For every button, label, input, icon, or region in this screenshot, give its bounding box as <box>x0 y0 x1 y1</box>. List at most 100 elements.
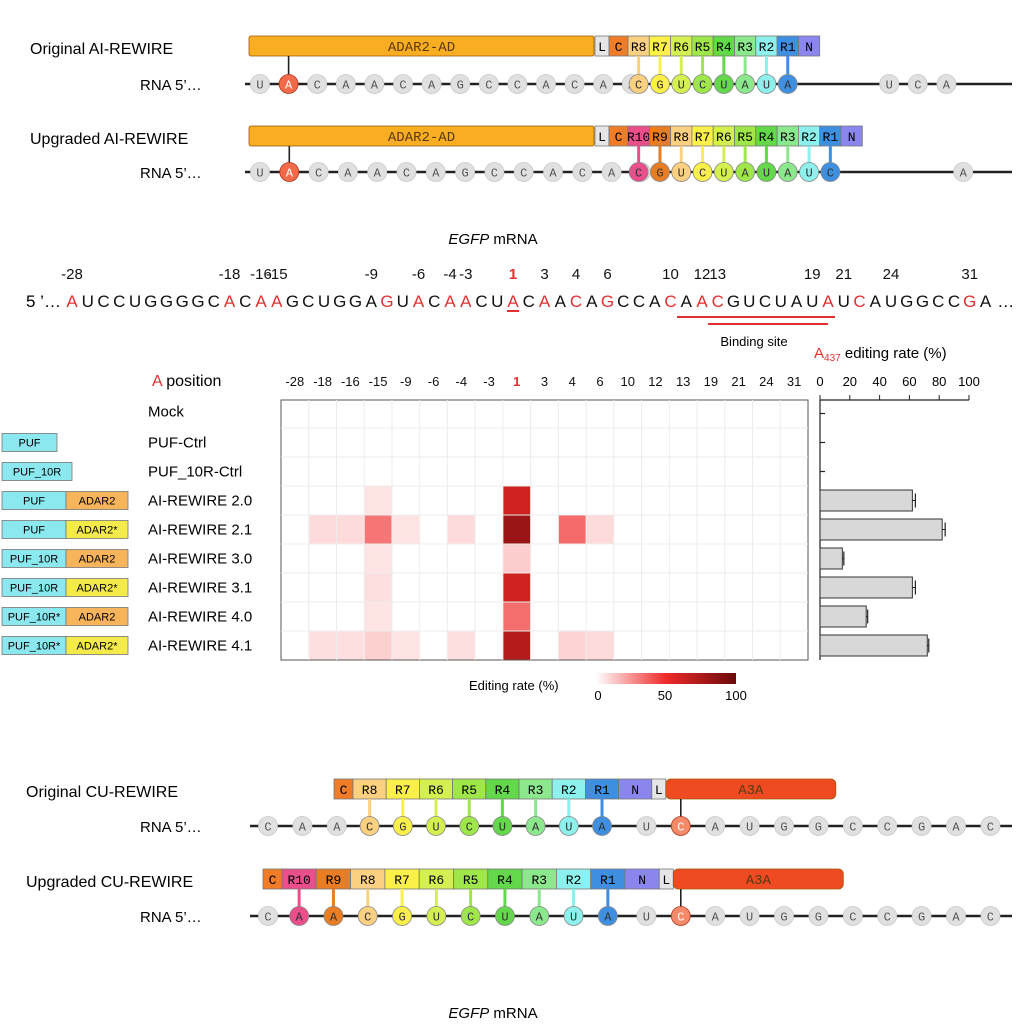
bar <box>819 547 843 570</box>
repeat-label-R6: R6 <box>673 40 689 55</box>
heatmap-column-label: -18 <box>313 374 332 389</box>
nucleotide-letter: U <box>433 911 440 925</box>
row-label: PUF-Ctrl <box>148 435 206 452</box>
repeat-label-R2: R2 <box>566 873 582 888</box>
heatmap-column-label: 12 <box>648 374 662 389</box>
domain-tag-label: PUF_10R <box>10 583 58 595</box>
bar <box>819 489 913 512</box>
nucleotide-letter: A <box>542 79 550 93</box>
row-label: AI-REWIRE 3.1 <box>148 580 252 597</box>
nucleotide-letter: A <box>371 79 379 93</box>
construct-title: Upgraded CU-REWIRE <box>26 874 193 891</box>
repeat-label-R1: R1 <box>823 130 839 145</box>
nucleotide-letter: A <box>712 821 720 835</box>
heatmap-column-label: -16 <box>341 374 360 389</box>
nucleotide-letter: A <box>712 911 720 925</box>
nucleotide-letter: C <box>399 79 406 93</box>
nucleotide-letter: G <box>780 821 787 835</box>
nucleotide-letter: A <box>330 911 338 925</box>
nucleotide-A <box>601 162 622 182</box>
egfp-sequence: 5 ’… A U C C U G G G G C A C A A G C U G G A G U A C A A C U A C A A C A G C… <box>26 266 1014 349</box>
nucleotide-letter: G <box>398 911 405 925</box>
nucleotide-A <box>597 906 618 926</box>
nucleotide-letter: U <box>256 79 263 93</box>
sequence-base: C <box>948 292 960 311</box>
repeat-label-C: C <box>269 873 277 888</box>
construct-3: Original CU-REWIRE RNA 5’… C R8 R7 R6 R5 R4 R3 R2… <box>26 778 1012 836</box>
nucleotide-C <box>877 816 898 836</box>
heatmap-column-label: 13 <box>676 374 690 389</box>
nucleotide-U <box>636 816 657 836</box>
domain-tag-label: ADAR2 <box>79 554 116 566</box>
effector-domain <box>248 125 595 147</box>
repeat-label-R6: R6 <box>716 130 732 145</box>
nucleotide-A <box>529 906 550 926</box>
domain-tag-label: PUF_10R* <box>8 641 61 653</box>
nucleotide-letter: U <box>746 911 753 925</box>
nucleotide-letter: U <box>256 167 263 181</box>
repeat-label-N: N <box>631 783 639 798</box>
sequence-base: C <box>617 292 629 311</box>
sequence-base: U <box>129 292 141 311</box>
nucleotide-letter: C <box>403 167 410 181</box>
nucleotide-A <box>279 162 300 182</box>
bar <box>819 605 867 628</box>
nucleotide-A <box>289 906 310 926</box>
nucleotide-A <box>946 816 966 836</box>
nucleotide-U <box>756 162 777 182</box>
domain-tag-label: PUF <box>19 438 41 450</box>
nucleotide-A <box>592 816 612 836</box>
row-label: AI-REWIRE 3.0 <box>148 551 252 568</box>
nucleotide-letter: G <box>815 911 822 925</box>
nucleotide-A <box>323 906 344 926</box>
nucleotide-C <box>670 816 691 836</box>
repeat-label-R5: R5 <box>463 873 479 888</box>
nucleotide-C <box>459 816 480 836</box>
nucleotide-G <box>392 906 412 926</box>
heatmap-cell <box>309 631 336 660</box>
domain-tag-label: PUF <box>23 496 45 508</box>
sequence-base: U <box>743 292 755 311</box>
heatmap-cell <box>309 515 336 544</box>
sequence-base: G <box>380 292 393 311</box>
effector-label: A3A <box>746 873 772 889</box>
nucleotide-C <box>393 74 413 94</box>
nucleotide-letter: C <box>699 167 706 181</box>
position-label: -3 <box>459 266 472 283</box>
colorbar-tick: 100 <box>725 688 747 703</box>
sequence-base: A <box>413 292 425 311</box>
row-label: AI-REWIRE 4.1 <box>148 638 252 655</box>
nucleotide-letter: U <box>643 821 650 835</box>
domain-tag <box>1 462 73 481</box>
heatmap-cell <box>364 573 392 602</box>
nucleotide-letter: G <box>457 79 464 93</box>
nucleotide-C <box>357 906 378 926</box>
position-label: 13 <box>709 266 726 283</box>
construct-4: Upgraded CU-REWIRE RNA 5’… C R10 R9 R8 R7 R6 R5 R… <box>26 868 1012 926</box>
nucleotide-C <box>842 816 863 836</box>
repeat-label-R6: R6 <box>428 783 444 798</box>
nucleotide-U <box>492 816 513 836</box>
nucleotide-C <box>478 74 499 94</box>
editing-rate-bar-chart: A437 editing rate (%) 0 20 40 60 80 100 <box>814 345 980 660</box>
rna-label: RNA 5’… <box>140 165 202 182</box>
nucleotide-U <box>713 74 734 94</box>
nucleotide-letter: C <box>635 79 642 93</box>
nucleotide-A <box>705 906 726 926</box>
bar-tick-label: 0 <box>816 374 823 389</box>
nucleotide-U <box>879 74 900 94</box>
nucleotide-C <box>628 162 649 182</box>
repeat-label-R1: R1 <box>600 873 616 888</box>
heatmap-column-label: 3 <box>541 374 548 389</box>
construct-title: Upgraded AI-REWIRE <box>30 131 188 148</box>
rna-label: RNA 5’… <box>140 77 202 94</box>
nucleotide-letter: U <box>643 911 650 925</box>
nucleotide-A <box>425 162 446 182</box>
nucleotide-letter: C <box>884 911 891 925</box>
sequence-base: G <box>900 292 913 311</box>
nucleotide-C <box>513 162 534 182</box>
nucleotide-letter: C <box>571 79 578 93</box>
nucleotide-letter: U <box>570 911 577 925</box>
nucleotide-C <box>820 162 841 182</box>
